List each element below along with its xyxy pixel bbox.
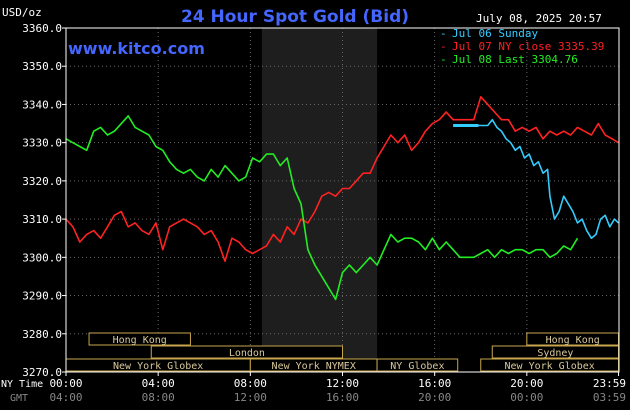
session-label: Hong Kong bbox=[546, 335, 600, 346]
unit-label: USD/oz bbox=[2, 6, 42, 19]
legend-marker-jul08: - bbox=[440, 53, 447, 66]
x-tick-label-ny: 00:00 bbox=[49, 377, 82, 390]
session-box: Hong Kong bbox=[526, 332, 620, 346]
x-tick-label-ny: 04:00 bbox=[142, 377, 175, 390]
session-box-frame bbox=[150, 345, 343, 359]
session-box: NY Globex bbox=[376, 358, 459, 372]
x-tick-label-gmt: 16:00 bbox=[326, 391, 359, 404]
x-tick-label-ny: 12:00 bbox=[326, 377, 359, 390]
session-box: Sydney bbox=[491, 345, 620, 359]
legend-entry-jul07: Jul 07 NY close 3335.39 bbox=[452, 40, 604, 53]
y-tick-label: 3360.0 bbox=[22, 22, 62, 35]
x-tick-label-gmt: 04:00 bbox=[49, 391, 82, 404]
y-tick-label: 3350.0 bbox=[22, 60, 62, 73]
session-label: New York Globex bbox=[504, 361, 594, 372]
x-tick-label-ny: 20:00 bbox=[510, 377, 543, 390]
x-tick-label-gmt: 12:00 bbox=[234, 391, 267, 404]
legend-marker-jul06: - bbox=[440, 27, 447, 40]
y-tick-label: 3340.0 bbox=[22, 98, 62, 111]
y-tick-label: 3300.0 bbox=[22, 251, 62, 264]
timestamp: July 08, 2025 20:57 bbox=[476, 12, 602, 25]
session-label: NY Globex bbox=[390, 361, 444, 372]
chart-title: 24 Hour Spot Gold (Bid) bbox=[181, 7, 409, 27]
session-box: New York NYMEX bbox=[249, 358, 378, 372]
legend-entry-jul08: Jul 08 Last 3304.76 bbox=[452, 53, 578, 66]
series-line-0 bbox=[478, 118, 620, 239]
session-label: New York NYMEX bbox=[272, 361, 356, 372]
session-label: Sydney bbox=[537, 348, 573, 359]
session-label: New York Globex bbox=[113, 361, 203, 372]
x-axis-label-ny: NY Time bbox=[1, 379, 43, 390]
x-tick-label-gmt: 03:59 bbox=[593, 391, 626, 404]
x-tick-label-gmt: 08:00 bbox=[142, 391, 175, 404]
session-box: New York Globex bbox=[65, 358, 251, 372]
session-label: London bbox=[229, 348, 265, 359]
y-tick-label: 3310.0 bbox=[22, 213, 62, 226]
legend-entry-jul06: Jul 06 Sunday bbox=[452, 27, 538, 40]
y-tick-label: 3270.0 bbox=[22, 366, 62, 379]
x-axis-label-gmt: GMT bbox=[10, 393, 28, 404]
session-box-frame bbox=[88, 332, 191, 346]
y-tick-label: 3280.0 bbox=[22, 328, 62, 341]
series-line-2 bbox=[65, 115, 579, 301]
x-tick-label-ny: 23:59 bbox=[593, 377, 626, 390]
session-box: New York Globex bbox=[480, 358, 620, 372]
session-box-frame bbox=[376, 358, 459, 372]
y-tick-label: 3330.0 bbox=[22, 137, 62, 150]
series-line-1 bbox=[65, 96, 619, 263]
y-tick-label: 3290.0 bbox=[22, 290, 62, 303]
session-box: London bbox=[150, 345, 343, 359]
session-label: Hong Kong bbox=[113, 335, 167, 346]
watermark: www.kitco.com bbox=[68, 39, 205, 58]
x-tick-label-gmt: 20:00 bbox=[418, 391, 451, 404]
x-tick-label-ny: 16:00 bbox=[418, 377, 451, 390]
legend: - Jul 06 Sunday - Jul 07 NY close 3335.3… bbox=[440, 27, 604, 66]
session-box: Hong Kong bbox=[88, 332, 191, 346]
legend-marker-jul07: - bbox=[440, 40, 447, 53]
x-tick-label-ny: 08:00 bbox=[234, 377, 267, 390]
y-tick-label: 3320.0 bbox=[22, 175, 62, 188]
x-tick-label-gmt: 00:00 bbox=[510, 391, 543, 404]
